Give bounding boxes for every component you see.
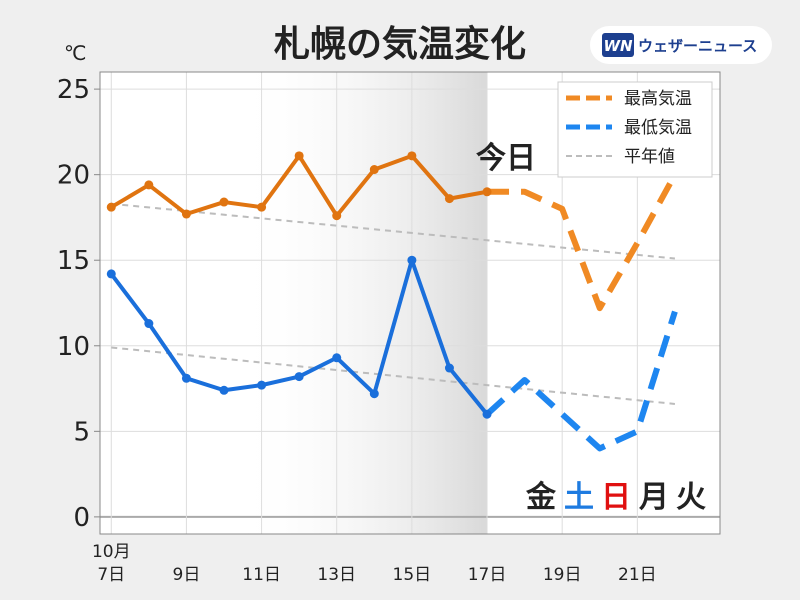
y-tick-labels: 0 5 10 15 20 25 — [57, 75, 100, 533]
max-temp-point — [144, 180, 154, 190]
max-temp-point — [482, 187, 492, 197]
legend-label: 平年値 — [624, 147, 675, 167]
brand-logo: WN ウェザーニュース — [590, 26, 772, 64]
min-temp-point — [219, 385, 229, 395]
min-temp-point — [106, 269, 116, 279]
min-temp-point — [257, 380, 267, 390]
y-tick-label: 10 — [57, 332, 90, 362]
min-temp-point — [144, 319, 154, 329]
min-temp-point — [294, 372, 304, 382]
x-tick-label: 19日 — [543, 565, 582, 585]
y-axis-unit: ℃ — [64, 41, 86, 65]
x-tick-label: 11日 — [242, 565, 281, 585]
x-tick-label: 17日 — [468, 565, 507, 585]
min-temp-forecast-line — [485, 310, 678, 452]
y-tick-label: 20 — [57, 161, 90, 191]
min-temp-point — [181, 373, 191, 383]
max-temp-point — [444, 194, 454, 204]
weekday-label: 金 — [525, 480, 557, 515]
min-temp-point — [482, 409, 492, 419]
past-shade — [235, 72, 488, 534]
x-tick-labels: 10月 7日 9日 11日 13日 15日 17日 19日 21日 — [92, 542, 657, 585]
weekday-label: 火 — [676, 480, 706, 515]
weekday-labels: 金土日月火 — [525, 480, 706, 515]
min-temp-point — [332, 353, 342, 363]
weekday-label: 日 — [601, 480, 631, 515]
x-tick-label-month: 10月 — [92, 542, 131, 562]
weekday-label: 月 — [639, 480, 669, 515]
y-tick-label: 25 — [57, 75, 90, 105]
max-temp-forecast-line — [487, 173, 678, 312]
min-temp-point — [369, 389, 379, 399]
legend-label: 最高気温 — [624, 89, 692, 109]
legend-label: 最低気温 — [624, 118, 692, 138]
past-shade-rect — [235, 72, 488, 534]
x-tick-label: 9日 — [173, 565, 201, 585]
y-tick-label: 0 — [73, 503, 90, 533]
max-temp-point — [106, 202, 116, 212]
today-label: 今日 — [476, 141, 536, 176]
x-tick-label: 7日 — [97, 565, 125, 585]
max-temp-point — [257, 202, 267, 212]
brand-name: ウェザーニュース — [638, 37, 757, 55]
max-temp-point — [407, 151, 417, 161]
min-temp-point — [407, 255, 417, 265]
y-tick-label: 15 — [57, 246, 90, 276]
weekday-label: 土 — [564, 480, 594, 515]
plot-frame — [99, 71, 721, 535]
max-temp-point — [369, 165, 379, 175]
y-tick-label: 5 — [73, 417, 90, 447]
brand-mark: WN — [603, 37, 633, 55]
max-temp-point — [219, 197, 229, 207]
chart-title: 札幌の気温変化 — [274, 23, 526, 65]
series-lines — [106, 151, 678, 452]
max-temp-point — [332, 211, 342, 221]
max-temp-point — [181, 209, 191, 219]
x-tick-label: 21日 — [618, 565, 657, 585]
min-temp-point — [444, 363, 454, 373]
x-tick-label: 13日 — [317, 565, 356, 585]
max-temp-point — [294, 151, 304, 161]
x-tick-label: 15日 — [393, 565, 432, 585]
